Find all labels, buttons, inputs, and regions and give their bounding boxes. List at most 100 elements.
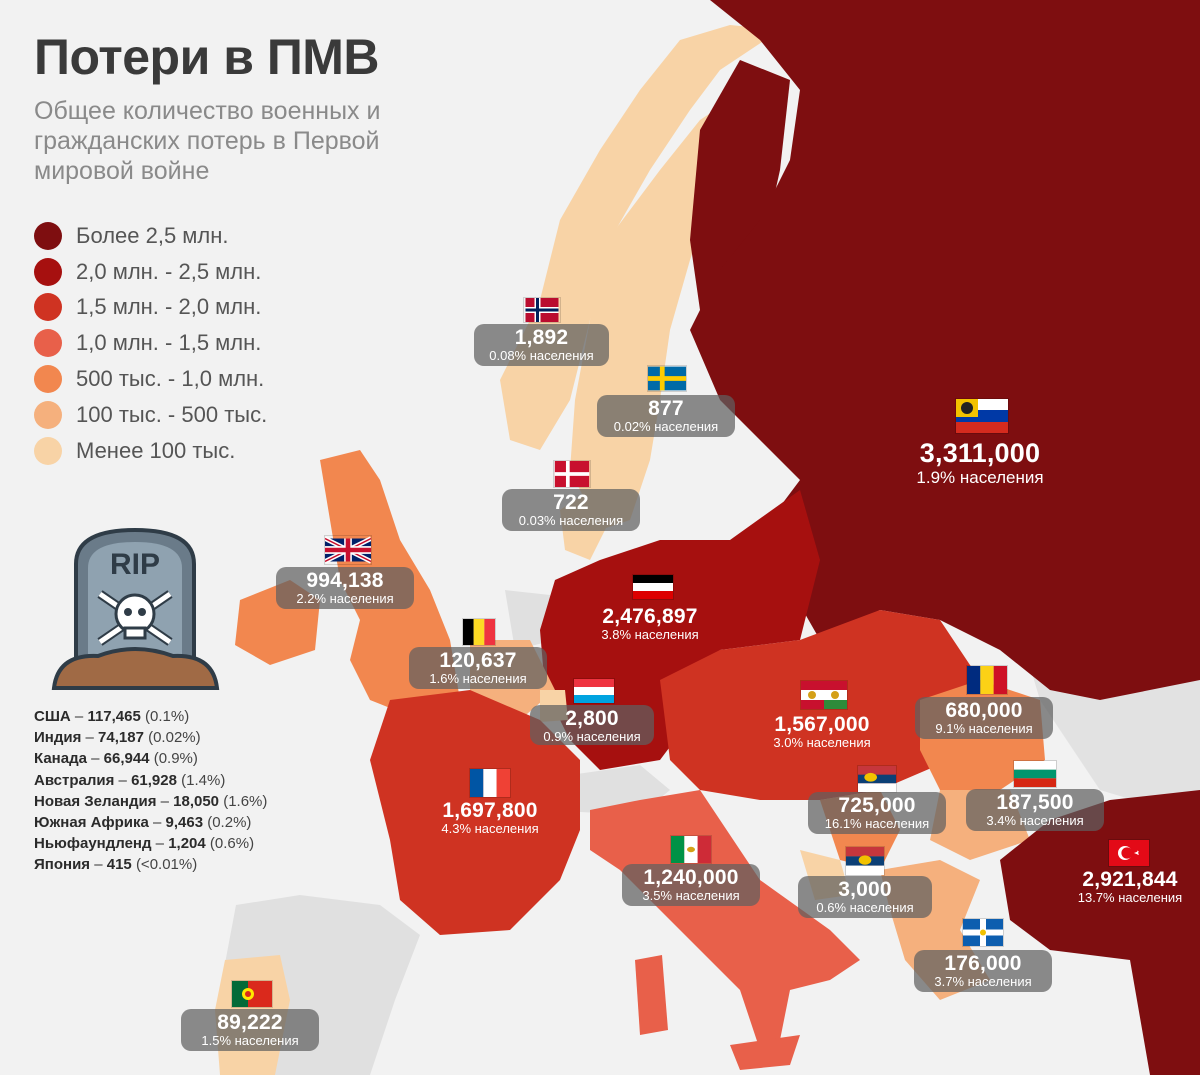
pct-belgium: 1.6% населения [429, 671, 527, 686]
page-title: Потери в ПМВ [34, 29, 380, 85]
legend-label: Менее 100 тыс. [76, 437, 236, 463]
sweden-flag-icon [647, 365, 687, 392]
denmark-flag-icon [553, 460, 591, 488]
value-norway: 1,892 [514, 326, 569, 349]
value-austria-hungary: 1,567,000 [774, 713, 870, 736]
montenegro-flag-icon [845, 846, 885, 876]
country-value: 1,204 [168, 835, 206, 853]
list-item: Ньюфаундленд – 1,204 (0.6%) [34, 835, 255, 853]
legend-label: 1,0 млн. - 1,5 млн. [76, 330, 262, 356]
uk-flag-icon [324, 535, 372, 565]
legend-swatch [34, 221, 62, 250]
luxembourg-flag-icon [573, 678, 615, 704]
pct-montenegro: 0.6% населения [816, 900, 914, 915]
label-montenegro: 3,000 0.6% населения [798, 876, 932, 918]
label-ottoman: 2,921,844 13.7% населения [1062, 866, 1198, 908]
label-france: 1,697,800 4.3% населения [420, 797, 560, 839]
greece-flag-icon [962, 918, 1004, 947]
country-pct: (<0.01%) [135, 856, 198, 874]
value-portugal: 89,222 [217, 1011, 283, 1034]
pct-greece: 3.7% населения [934, 974, 1032, 989]
legend-item: 1,0 млн. - 1,5 млн. [34, 325, 267, 361]
other-countries-list: США – 117,465 (0.1%) Индия – 74,187 (0.0… [34, 706, 267, 876]
value-france: 1,697,800 [442, 799, 538, 822]
value-denmark: 722 [553, 491, 589, 514]
france-region [370, 690, 580, 935]
legend-item: 2,0 млн. - 2,5 млн. [34, 254, 267, 290]
country-pct: (0.2%) [207, 814, 252, 832]
value-italy: 1,240,000 [643, 866, 739, 889]
pct-germany: 3.8% населения [601, 627, 699, 642]
legend-swatch [34, 436, 62, 465]
value-ottoman: 2,921,844 [1082, 868, 1178, 891]
pct-italy: 3.5% населения [642, 888, 740, 903]
value-uk: 994,138 [306, 569, 384, 592]
country-value: 415 [106, 856, 132, 874]
country-name: Индия [34, 729, 82, 747]
romania-flag-icon [966, 665, 1008, 695]
label-serbia: 725,000 16.1% населения [808, 792, 946, 834]
country-name: Япония [34, 856, 91, 874]
value-serbia: 725,000 [838, 794, 916, 817]
value-romania: 680,000 [945, 699, 1023, 722]
pct-austria-hungary: 3.0% населения [773, 735, 871, 750]
label-uk: 994,138 2.2% населения [276, 567, 414, 609]
country-pct: (0.6%) [209, 835, 255, 853]
pct-sweden: 0.02% населения [613, 419, 719, 434]
label-portugal: 89,222 1.5% населения [181, 1009, 319, 1051]
value-sweden: 877 [648, 397, 684, 420]
belgium-flag-icon [462, 618, 496, 646]
austria-hungary-flag-icon [800, 680, 848, 710]
country-value: 66,944 [103, 750, 150, 768]
value-russia: 3,311,000 [919, 438, 1041, 468]
pct-serbia: 16.1% населения [824, 816, 930, 831]
pct-romania: 9.1% населения [935, 721, 1033, 736]
pct-bulgaria: 3.4% населения [986, 813, 1084, 828]
list-item: Новая Зеландия – 18,050 (1.6%) [34, 792, 268, 810]
legend-swatch [34, 329, 62, 358]
ottoman-flag-icon [1108, 839, 1150, 867]
pct-norway: 0.08% населения [489, 348, 594, 363]
country-value: 117,465 [87, 708, 141, 725]
label-russia: 3,311,000 1.9% населения [895, 436, 1065, 494]
country-value: 61,928 [131, 771, 177, 789]
sardinia-region [635, 955, 668, 1035]
label-greece: 176,000 3.7% населения [914, 950, 1052, 992]
country-pct: (1.6%) [223, 792, 268, 810]
value-montenegro: 3,000 [838, 878, 892, 901]
legend-label: Более 2,5 млн. [76, 222, 229, 248]
legend-swatch [34, 257, 62, 286]
legend-label: 1,5 млн. - 2,0 млн. [76, 294, 262, 320]
ottoman-region [1000, 790, 1200, 1075]
page-subtitle: Общее количество военных и гражданских п… [34, 97, 381, 185]
legend-swatch [34, 293, 62, 322]
label-luxembourg: 2,800 0.9% населения [530, 705, 654, 745]
label-austria-hungary: 1,567,000 3.0% населения [752, 711, 892, 753]
germany-flag-icon [632, 574, 674, 600]
pct-france: 4.3% населения [441, 821, 539, 836]
finland-region [690, 60, 790, 320]
legend-label: 2,0 млн. - 2,5 млн. [76, 258, 262, 284]
pct-luxembourg: 0.9% населения [543, 729, 641, 744]
country-pct: (1.4%) [181, 771, 226, 789]
pct-ottoman: 13.7% населения [1077, 890, 1183, 905]
pct-russia: 1.9% населения [916, 468, 1044, 487]
value-bulgaria: 187,500 [996, 791, 1074, 814]
country-value: 74,187 [98, 729, 144, 747]
list-item: Индия – 74,187 (0.02%) [34, 729, 201, 747]
norway-flag-icon [523, 297, 561, 323]
pct-denmark: 0.03% населения [518, 513, 624, 528]
legend-item: 100 тыс. - 500 тыс. [34, 397, 267, 433]
country-value: 18,050 [173, 792, 220, 810]
value-germany: 2,476,897 [602, 605, 698, 628]
pct-portugal: 1.5% населения [201, 1033, 299, 1048]
value-belgium: 120,637 [439, 649, 517, 672]
label-italy: 1,240,000 3.5% населения [622, 864, 760, 906]
country-pct: (0.02%) [148, 729, 201, 747]
country-name: Новая Зеландия [34, 792, 157, 810]
value-greece: 176,000 [944, 952, 1022, 975]
country-name: Южная Африка [34, 814, 149, 832]
russia-flag-icon [955, 398, 1009, 434]
value-luxembourg: 2,800 [565, 707, 619, 730]
country-value: 9,463 [165, 814, 204, 832]
